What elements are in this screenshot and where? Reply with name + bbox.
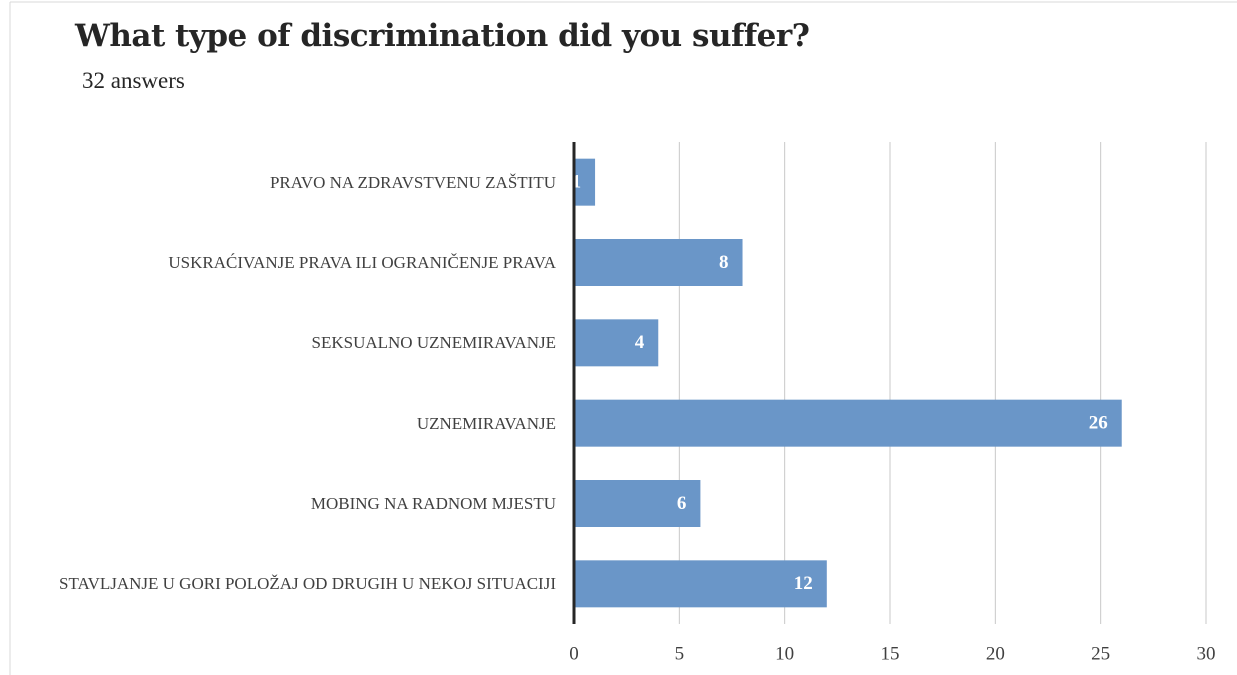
x-tick-label: 10 (775, 643, 794, 664)
chart-title: What type of discrimination did you suff… (75, 18, 810, 54)
bar (574, 560, 827, 608)
y-tick-label: UZNEMIRAVANJE (416, 413, 556, 433)
data-label: 6 (677, 493, 687, 514)
x-tick-label: 20 (986, 643, 1005, 664)
x-tick-label: 25 (1091, 643, 1110, 664)
bar (574, 239, 743, 286)
data-label: 26 (1089, 413, 1108, 434)
bar (574, 158, 596, 206)
y-tick-label: MOBING NA RADNOM MJESTU (310, 494, 556, 513)
y-tick-label: PRAVO NA ZDRAVSTVENU ZAŠTITU (269, 172, 556, 192)
y-tick-label: STAVLJANJE U GORI POLOŽAJ OD DRUGIH U NE… (59, 574, 556, 594)
chart-subtitle: 32 answers (82, 68, 185, 93)
x-tick-label: 15 (881, 643, 900, 664)
x-tick-label: 5 (675, 643, 685, 664)
y-tick-label: USKRAĆIVANJE PRAVA ILI OGRANIČENJE PRAVA (168, 253, 556, 272)
bar (574, 399, 1122, 447)
x-tick-label: 0 (569, 643, 579, 664)
x-tick-label: 30 (1197, 643, 1216, 664)
data-label: 8 (719, 252, 729, 273)
bar (574, 480, 701, 527)
data-label: 4 (635, 332, 645, 353)
data-label: 12 (794, 573, 813, 594)
data-label: 1 (572, 172, 582, 193)
bar (574, 319, 659, 367)
y-tick-label: SEKSUALNO UZNEMIRAVANJE (311, 333, 556, 353)
